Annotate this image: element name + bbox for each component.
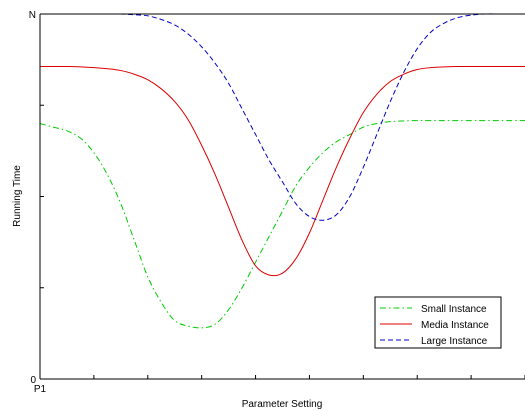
ticks-layer: [39, 13, 525, 380]
legend-label-large: Large Instance: [421, 336, 488, 347]
y-tick-label-top: N: [29, 10, 36, 21]
x-tick-label-first: P1: [34, 384, 47, 395]
legend-label-small: Small Instance: [421, 304, 487, 315]
series-line-media-instance: [39, 66, 525, 277]
legend-label-media: Media Instance: [421, 320, 489, 331]
legend: Small Instance Media Instance Large Inst…: [374, 296, 502, 349]
x-axis-label: Parameter Setting: [242, 399, 323, 410]
series-line-small-instance: [39, 120, 525, 329]
y-tick-label-bottom: 0: [30, 375, 36, 386]
y-axis-label: Running Time: [12, 165, 23, 227]
